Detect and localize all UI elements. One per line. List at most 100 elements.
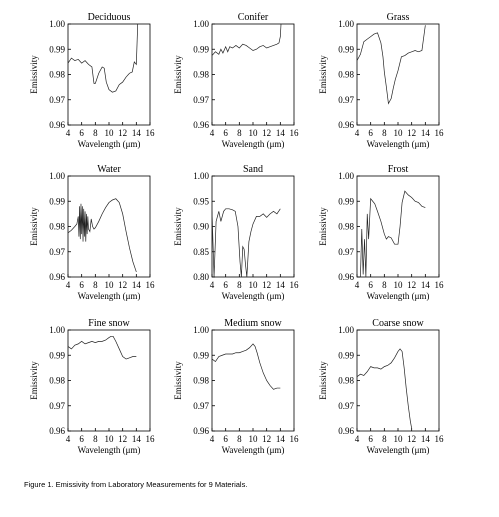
chart-frost-ylabel: Emissivity [318,207,328,246]
chart-coarse-snow-xtick-label: 4 [355,434,360,444]
chart-frost-xlabel: Wavelength (μm) [367,291,430,301]
chart-frost-xtick-label: 4 [355,280,360,290]
chart-coarse-snow-xtick-label: 8 [382,434,387,444]
chart-medium-snow-xtick-label: 16 [290,434,300,444]
chart-water-title: Water [97,164,121,175]
chart-medium-snow-series-line [212,343,281,390]
chart-sand-ytick-label: 0.90 [193,222,209,232]
chart-grass: Grass 0.96 0.97 0.98 0.99 1.00 4 6 8 10 12 14 16 Wave… [318,12,444,149]
chart-frost-xtick-label: 12 [407,280,416,290]
chart-frost: Frost 0.96 0.97 0.98 0.99 1.00 4 6 8 10 12 14 16 Wave… [318,164,444,301]
chart-frost-xtick-label: 16 [435,280,445,290]
chart-coarse-snow-frame [356,329,440,432]
chart-fine-snow-xtick-label: 12 [118,434,127,444]
chart-medium-snow-xtick-label: 14 [276,434,286,444]
chart-sand-frame [211,175,295,278]
chart-fine-snow-frame [67,329,151,432]
chart-fine-snow-ytick-label: 0.98 [49,376,65,386]
chart-sand-ylabel: Emissivity [173,207,183,246]
chart-fine-snow-ylabel: Emissivity [29,361,39,400]
chart-medium-snow-xtick-label: 6 [223,434,228,444]
chart-deciduous: Deciduous 0.96 0.97 0.98 0.99 1.00 4 6 8 10 12 14 16… [29,12,155,149]
chart-fine-snow-xlabel: Wavelength (μm) [78,445,141,455]
chart-sand-series-line [212,208,281,277]
chart-grass-xtick-label: 10 [394,128,404,138]
chart-frost-xtick-label: 10 [394,280,404,290]
chart-water-xtick-label: 4 [66,280,71,290]
chart-grass-xtick-label: 14 [421,128,431,138]
chart-deciduous-title: Deciduous [88,12,131,23]
chart-coarse-snow-series-line [357,348,413,429]
chart-deciduous-xtick-label: 8 [93,128,98,138]
chart-conifer-xtick-label: 4 [210,128,215,138]
chart-deciduous-xtick-label: 14 [132,128,142,138]
chart-sand-xtick-label: 8 [237,280,242,290]
chart-medium-snow-frame [211,329,295,432]
chart-coarse-snow-ytick-label: 1.00 [338,325,354,335]
chart-grass-xlabel: Wavelength (μm) [367,139,430,149]
chart-coarse-snow-xlabel: Wavelength (μm) [367,445,430,455]
chart-grass-xtick-label: 6 [368,128,373,138]
chart-coarse-snow-ytick-label: 0.97 [338,401,354,411]
chart-sand-ytick-label: 1.00 [193,171,209,181]
chart-frost-ytick-label: 0.98 [338,222,354,232]
chart-conifer-xtick-label: 12 [262,128,271,138]
chart-sand-xlabel: Wavelength (μm) [222,291,285,301]
chart-medium-snow: Medium snow 0.96 0.97 0.98 0.99 1.00 4 6 8 10 12 14… [173,318,299,455]
chart-conifer-title: Conifer [238,12,269,23]
chart-medium-snow-xtick-label: 8 [237,434,242,444]
chart-water-ytick-label: 0.97 [49,247,65,257]
chart-conifer-series-line [212,24,282,56]
chart-sand-xtick-label: 4 [210,280,215,290]
chart-sand-xtick-label: 16 [290,280,300,290]
chart-water-ytick-label: 0.96 [49,272,65,282]
chart-medium-snow-xtick-label: 10 [249,434,259,444]
chart-deciduous-xtick-label: 6 [79,128,84,138]
chart-grass-ylabel: Emissivity [318,55,328,94]
chart-coarse-snow-xtick-label: 6 [368,434,373,444]
chart-deciduous-xtick-label: 16 [146,128,156,138]
chart-frost-series-line [360,190,426,277]
chart-fine-snow-xtick-label: 10 [105,434,115,444]
chart-fine-snow-xtick-label: 8 [93,434,98,444]
chart-medium-snow-ytick-label: 0.99 [193,350,209,360]
chart-frost-xtick-label: 8 [382,280,387,290]
chart-deciduous-xlabel: Wavelength (μm) [78,139,141,149]
chart-water-xtick-label: 10 [105,280,115,290]
chart-grass-title: Grass [387,12,410,23]
chart-water-xtick-label: 6 [79,280,84,290]
chart-frost-title: Frost [388,164,409,175]
chart-water-xtick-label: 14 [132,280,142,290]
chart-conifer-xtick-label: 6 [223,128,228,138]
chart-coarse-snow-xtick-label: 16 [435,434,445,444]
chart-conifer-ytick-label: 0.97 [193,95,209,105]
chart-deciduous-xtick-label: 10 [105,128,115,138]
chart-grass-ytick-label: 0.98 [338,70,354,80]
chart-water-ytick-label: 0.98 [49,222,65,232]
chart-coarse-snow-ytick-label: 0.98 [338,376,354,386]
chart-fine-snow-ytick-label: 0.96 [49,426,65,436]
chart-fine-snow-xtick-label: 14 [132,434,142,444]
chart-grass-xtick-label: 4 [355,128,360,138]
chart-conifer-frame [211,23,295,126]
chart-conifer-ytick-label: 0.99 [193,44,209,54]
chart-conifer-xtick-label: 8 [237,128,242,138]
chart-conifer: Conifer 0.96 0.97 0.98 0.99 1.00 4 6 8 10 12 14 16 Wa… [173,12,299,149]
chart-conifer-xtick-label: 16 [290,128,300,138]
chart-fine-snow-title: Fine snow [88,318,130,329]
chart-water-ytick-label: 1.00 [49,171,65,181]
chart-deciduous-ytick-label: 0.99 [49,44,65,54]
chart-grass-ytick-label: 0.96 [338,120,354,130]
chart-sand-xtick-label: 14 [276,280,286,290]
chart-sand-xtick-label: 12 [262,280,271,290]
chart-sand: Sand 0.80 0.85 0.90 0.95 1.00 4 6 8 10 12 14 16 Wavel… [173,164,299,301]
chart-sand-xtick-label: 10 [249,280,259,290]
chart-deciduous-ytick-label: 0.96 [49,120,65,130]
chart-deciduous-xtick-label: 4 [66,128,71,138]
chart-coarse-snow-xtick-label: 10 [394,434,404,444]
chart-water-xtick-label: 12 [118,280,127,290]
chart-conifer-ytick-label: 0.96 [193,120,209,130]
chart-frost-xtick-label: 6 [368,280,373,290]
chart-deciduous-ytick-label: 0.97 [49,95,65,105]
chart-conifer-xtick-label: 14 [276,128,286,138]
